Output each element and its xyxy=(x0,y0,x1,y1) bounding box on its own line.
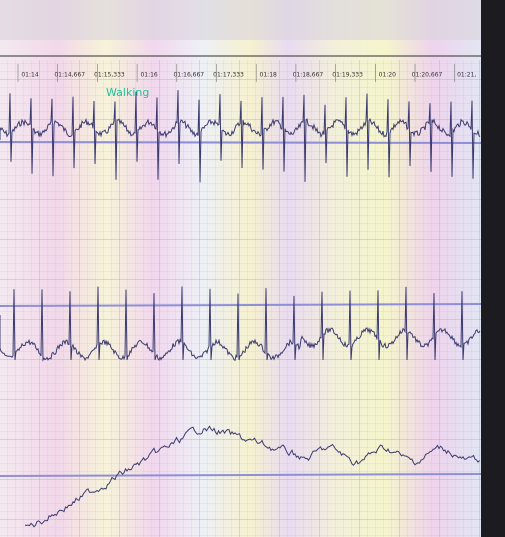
time-label: 01:17,333 xyxy=(213,72,244,79)
timeline: 01:14 01:14,667 01:15,333 01:16 01:16,667 01:… xyxy=(17,64,476,82)
time-label: 01:21, xyxy=(457,72,476,79)
time-label: 01:16,667 xyxy=(173,72,204,79)
time-label: 01:14,667 xyxy=(54,72,85,79)
time-label: 01:14 xyxy=(21,72,38,79)
ecg-trace xyxy=(0,286,481,362)
coarse-grid xyxy=(0,60,481,537)
time-label: 01:20,667 xyxy=(412,72,443,79)
time-label: 01:18 xyxy=(260,72,277,79)
top-shade xyxy=(0,0,481,40)
baseline xyxy=(0,473,481,477)
annotation: Walking xyxy=(106,86,149,99)
ecg-trace xyxy=(24,425,480,528)
time-label: 01:15,333 xyxy=(94,72,125,79)
time-label: 01:16 xyxy=(140,72,157,79)
time-label: 01:20 xyxy=(379,72,396,79)
ecg-trace xyxy=(0,90,481,183)
time-label: 01:18,667 xyxy=(293,72,324,79)
bezel xyxy=(481,0,505,537)
time-label: 01:19,333 xyxy=(332,72,363,79)
baseline xyxy=(0,303,481,307)
baseline xyxy=(0,141,481,144)
display: 01:14 01:14,667 01:15,333 01:16 01:16,667 01:… xyxy=(0,0,481,537)
